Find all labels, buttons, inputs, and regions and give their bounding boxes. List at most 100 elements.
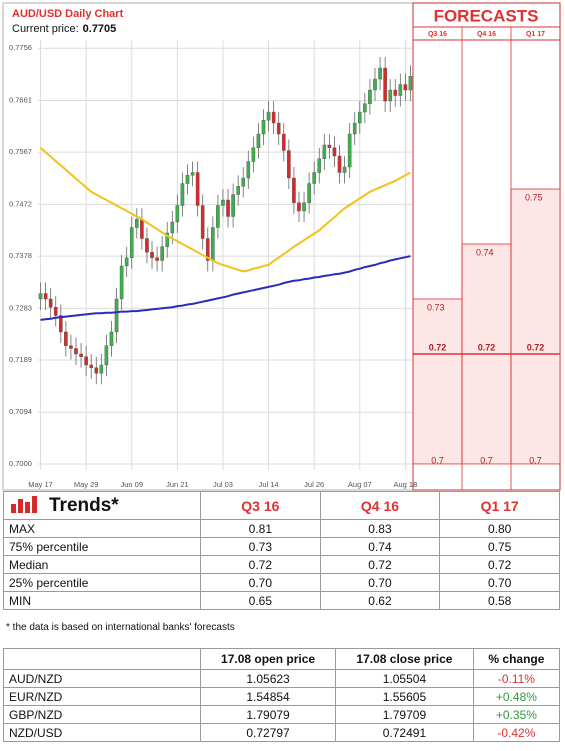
candle-body	[94, 367, 99, 374]
cell: 1.54854	[199, 687, 337, 706]
column-header: Q3 16	[200, 491, 321, 520]
cell: 1.05623	[199, 669, 337, 688]
candle-body	[226, 199, 230, 217]
x-tick-label: May 29	[74, 480, 99, 489]
forecast-range	[510, 188, 561, 465]
prices-table: 17.08 open price 17.08 close price% chang…	[3, 648, 561, 742]
forecast-title: FORECASTS	[434, 6, 539, 25]
candle-body	[48, 298, 53, 308]
x-tick-label: Jun 09	[120, 480, 143, 489]
change-cell: -0.11%	[472, 669, 561, 688]
y-tick-label: 0.7189	[9, 355, 32, 364]
candle-body	[200, 205, 205, 239]
candle-body	[236, 186, 240, 195]
cell: 0.72491	[335, 723, 474, 742]
candle-body	[175, 205, 180, 223]
candle-body	[357, 111, 362, 124]
candle-body	[165, 232, 170, 247]
row: MIN 0.65 0.62 0.58	[3, 591, 560, 610]
column-header: % change	[472, 648, 561, 670]
corner-cell	[3, 648, 201, 670]
candle-body	[119, 265, 124, 300]
row: 75% percentile 0.73 0.74 0.75	[3, 537, 560, 556]
candle-body	[160, 246, 164, 261]
column-header: 17.08 open price	[199, 648, 337, 670]
candle-body	[43, 293, 48, 300]
row: Median 0.72 0.72 0.72	[3, 555, 560, 574]
candle-body	[403, 84, 408, 91]
row-label: EUR/NZD	[3, 687, 201, 706]
y-tick-label: 0.7000	[9, 459, 32, 468]
candle-body	[256, 133, 261, 148]
row: AUD/NZD 1.05623 1.05504 -0.11%	[3, 669, 561, 688]
trends-table: Trends* Q3 16 Q4 16 Q1 17 MAX 0.81 0.83 0.80 75%…	[3, 491, 560, 610]
x-tick-label: Jun 21	[166, 480, 189, 489]
candle-body	[69, 345, 73, 349]
y-tick-label: 0.7756	[9, 43, 32, 52]
candle-body	[251, 147, 256, 162]
cell: 0.72	[439, 555, 560, 574]
candle-body	[347, 133, 352, 168]
cell: 1.79079	[199, 705, 337, 724]
trends-icon	[11, 496, 37, 513]
candle-body	[388, 89, 392, 102]
lower-label: 0.7	[529, 455, 542, 465]
row: EUR/NZD 1.54854 1.55605 +0.48%	[3, 687, 561, 706]
column-header: 17.08 close price	[335, 648, 474, 670]
candle-body	[129, 227, 134, 258]
current-price-label: Current price:	[12, 23, 79, 35]
candle-body	[292, 177, 296, 203]
candle-body	[408, 76, 413, 91]
candle-body	[393, 89, 398, 96]
candle-body	[363, 103, 367, 113]
candle-body	[322, 144, 327, 159]
candle-body	[302, 202, 306, 212]
cell: 1.79709	[335, 705, 474, 724]
candle-body	[64, 331, 68, 346]
candle-body	[368, 89, 372, 104]
current-price-value: 0.7705	[83, 23, 117, 35]
candle-body	[79, 353, 83, 357]
cell: 0.70	[319, 573, 441, 592]
candle-body	[261, 120, 266, 135]
candle-body	[185, 175, 190, 184]
candle-body	[287, 150, 291, 179]
cell: 0.72797	[199, 723, 337, 742]
candle-body	[297, 202, 301, 212]
candle-body	[205, 238, 210, 261]
moving-average	[39, 147, 411, 273]
candle-body	[180, 183, 185, 206]
candle-body	[99, 364, 104, 374]
row: GBP/NZD 1.79079 1.79709 +0.35%	[3, 705, 561, 724]
cell: 0.83	[319, 519, 441, 538]
median-label: 0.72	[429, 342, 447, 352]
candle-body	[317, 158, 322, 173]
y-tick-label: 0.7283	[9, 303, 32, 312]
y-tick-label: 0.7378	[9, 251, 32, 260]
cell: 1.05504	[335, 669, 474, 688]
change-cell: +0.35%	[472, 705, 561, 724]
change-cell: +0.48%	[472, 687, 561, 706]
candle-body	[332, 147, 337, 157]
candle-body	[190, 172, 195, 176]
candle-body	[135, 219, 139, 228]
y-tick-label: 0.7094	[9, 407, 32, 416]
forecast-range	[412, 298, 463, 465]
row-label: 25% percentile	[3, 573, 201, 592]
candle-body	[271, 111, 276, 124]
cell: 1.55605	[335, 687, 474, 706]
candle-body	[38, 293, 43, 300]
row-label: AUD/NZD	[3, 669, 201, 688]
column-header: Q1 17	[439, 491, 560, 520]
candle-body	[383, 67, 387, 102]
upper-label: 0.75	[525, 192, 543, 202]
cell: 0.65	[200, 591, 321, 610]
cell: 0.75	[439, 537, 560, 556]
candle-body	[53, 307, 58, 316]
candle-body	[307, 183, 311, 203]
candle-body	[145, 238, 149, 253]
cell: 0.74	[319, 537, 441, 556]
lower-label: 0.7	[431, 455, 444, 465]
row-label: NZD/USD	[3, 723, 201, 742]
